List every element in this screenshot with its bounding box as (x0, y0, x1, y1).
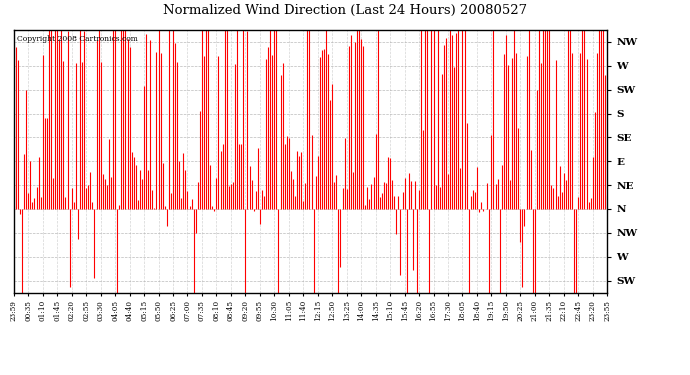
Text: Copyright 2008 Cartronics.com: Copyright 2008 Cartronics.com (17, 35, 137, 43)
Text: Normalized Wind Direction (Last 24 Hours) 20080527: Normalized Wind Direction (Last 24 Hours… (163, 4, 527, 17)
